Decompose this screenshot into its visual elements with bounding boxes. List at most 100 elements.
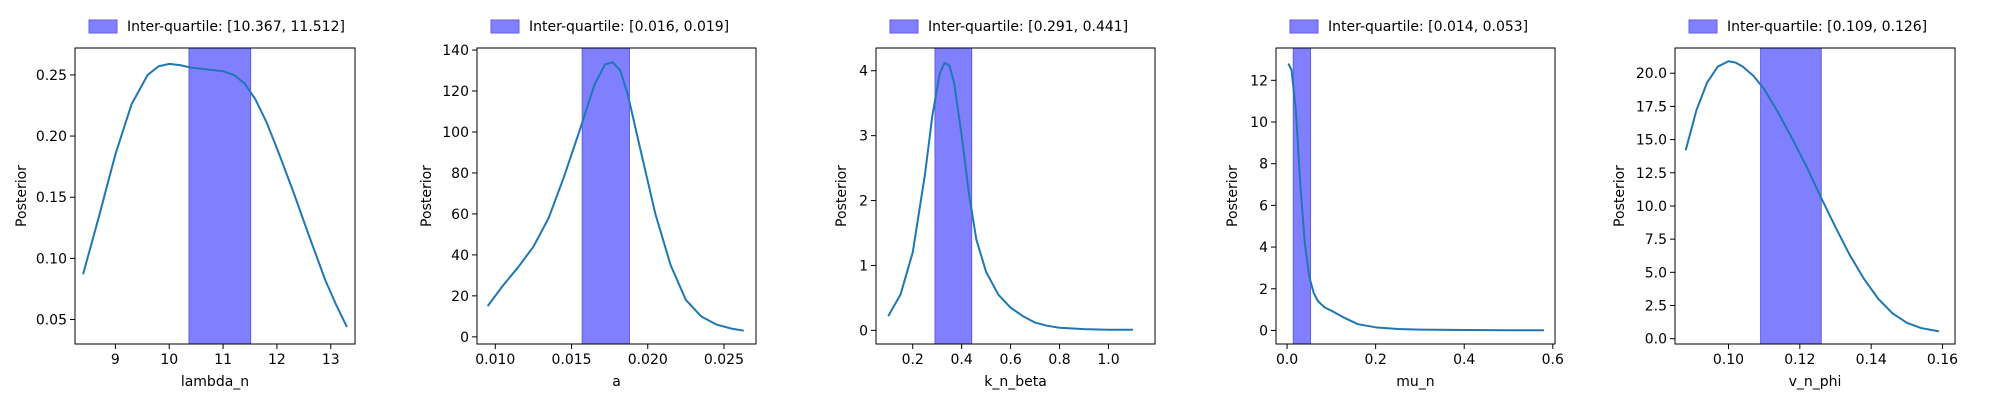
legend-swatch [1688, 19, 1718, 34]
y-tick-label: 6 [1259, 198, 1268, 214]
interquartile-band [581, 47, 630, 345]
posterior-density-line [1287, 63, 1544, 332]
y-tick-label: 5.0 [1645, 265, 1667, 281]
y-tick-label: 140 [442, 43, 469, 59]
legend-label: Inter-quartile: [0.109, 0.126] [1727, 19, 1927, 35]
y-tick-label: 1 [859, 258, 868, 274]
x-tick-label: 11 [214, 352, 232, 368]
y-tick-label: 12.5 [1636, 166, 1667, 182]
x-tick-label: 0.025 [704, 352, 744, 368]
posterior-density-line [887, 61, 1133, 331]
y-tick-label: 40 [451, 248, 469, 264]
y-axis-label: Posterior [834, 165, 850, 227]
posterior-density-line [1684, 60, 1940, 333]
axes-frame [1674, 47, 1956, 345]
axes-frame [1275, 47, 1556, 345]
x-axis-label: a [612, 374, 621, 390]
axes-frame [875, 47, 1156, 345]
x-tick-label: 0.6 [1542, 352, 1564, 368]
x-tick-label: 13 [322, 352, 340, 368]
y-tick-label: 0 [859, 323, 868, 339]
y-tick-label: 80 [451, 166, 469, 182]
legend-swatch [88, 19, 118, 34]
chart-panel-2: 0.010 0.015 0.020 0.025 0 20 40 60 80 100 120 140 a P… [419, 19, 757, 390]
legend: Inter-quartile: [10.367, 11.512] [88, 19, 345, 35]
y-tick-label: 2.5 [1645, 299, 1667, 315]
legend: Inter-quartile: [0.291, 0.441] [889, 19, 1128, 35]
y-tick-label: 100 [442, 125, 469, 141]
legend-swatch [1289, 19, 1319, 34]
x-tick-label: 0.020 [628, 352, 668, 368]
y-tick-label: 120 [442, 84, 469, 100]
chart-panel-5: 0.10 0.12 0.14 0.16 0.0 2.5 5.0 7.5 10.0 12.5 15.0… [1612, 19, 1958, 390]
y-tick-label: 10 [1250, 115, 1268, 131]
legend: Inter-quartile: [0.016, 0.019] [490, 19, 729, 35]
x-tick-label: 0.4 [951, 352, 973, 368]
y-tick-label: 10.0 [1636, 199, 1667, 215]
x-tick-label: 9 [111, 352, 120, 368]
y-tick-label: 4 [859, 64, 868, 80]
interquartile-band [188, 47, 252, 345]
y-tick-label: 0.10 [36, 251, 67, 267]
y-tick-label: 3 [859, 129, 868, 145]
x-axis-label: lambda_n [181, 374, 249, 390]
x-tick-label: 0.14 [1856, 352, 1887, 368]
y-tick-label: 0 [460, 330, 469, 346]
x-tick-label: 0.12 [1784, 352, 1815, 368]
interquartile-band [1760, 47, 1822, 345]
x-axis-label: v_n_phi [1789, 374, 1842, 390]
y-tick-label: 0.05 [36, 313, 67, 329]
y-tick-label: 17.5 [1636, 99, 1667, 115]
x-tick-label: 0.2 [902, 352, 924, 368]
y-tick-label: 0.0 [1645, 332, 1667, 348]
y-tick-label: 60 [451, 207, 469, 223]
legend-swatch [889, 19, 919, 34]
y-axis-label: Posterior [14, 165, 30, 227]
y-axis-label: Posterior [419, 165, 435, 227]
x-axis-label: k_n_beta [984, 374, 1047, 390]
y-tick-label: 12 [1250, 73, 1268, 89]
x-tick-label: 0.2 [1365, 352, 1387, 368]
y-tick-label: 4 [1259, 240, 1268, 256]
legend-label: Inter-quartile: [10.367, 11.512] [127, 19, 345, 35]
x-tick-label: 0.010 [475, 352, 515, 368]
y-tick-label: 2 [1259, 282, 1268, 298]
chart-panel-4: 0.0 0.2 0.4 0.6 0 2 4 6 8 10 12 mu_n Posterior Inter-… [1225, 19, 1564, 390]
axes-frame [476, 47, 757, 345]
legend: Inter-quartile: [0.109, 0.126] [1688, 19, 1927, 35]
x-tick-label: 0.015 [551, 352, 591, 368]
x-tick-label: 12 [268, 352, 286, 368]
axes-frame [74, 47, 356, 345]
x-tick-label: 1.0 [1097, 352, 1119, 368]
interquartile-band [934, 47, 973, 345]
x-tick-label: 0.4 [1453, 352, 1475, 368]
x-tick-label: 0.6 [999, 352, 1021, 368]
chart-panel-3: 0.2 0.4 0.6 0.8 1.0 0 1 2 3 4 k_n_beta Posterior Int… [834, 19, 1156, 390]
y-tick-label: 0.15 [36, 190, 67, 206]
legend-label: Inter-quartile: [0.291, 0.441] [928, 19, 1128, 35]
legend-swatch [490, 19, 520, 34]
x-axis-label: mu_n [1396, 374, 1434, 390]
x-tick-label: 0.10 [1713, 352, 1744, 368]
posterior-density-line [82, 62, 348, 328]
chart-panel-1: 9 10 11 12 13 0.05 0.10 0.15 0.20 0.25 lambda_n Pos… [14, 19, 356, 390]
y-tick-label: 2 [859, 194, 868, 210]
x-tick-label: 10 [160, 352, 178, 368]
y-tick-label: 7.5 [1645, 232, 1667, 248]
x-tick-label: 0.0 [1276, 352, 1298, 368]
x-tick-label: 0.8 [1048, 352, 1070, 368]
y-axis-label: Posterior [1612, 165, 1628, 227]
x-tick-label: 0.16 [1927, 352, 1958, 368]
y-tick-label: 15.0 [1636, 133, 1667, 149]
legend-label: Inter-quartile: [0.016, 0.019] [529, 19, 729, 35]
y-tick-label: 0.20 [36, 129, 67, 145]
y-tick-label: 0.25 [36, 68, 67, 84]
legend: Inter-quartile: [0.014, 0.053] [1289, 19, 1528, 35]
posterior-density-line [486, 61, 744, 332]
y-axis-label: Posterior [1225, 165, 1241, 227]
y-tick-label: 20.0 [1636, 66, 1667, 82]
y-tick-label: 8 [1259, 157, 1268, 173]
y-tick-label: 20 [451, 289, 469, 305]
legend-label: Inter-quartile: [0.014, 0.053] [1328, 19, 1528, 35]
